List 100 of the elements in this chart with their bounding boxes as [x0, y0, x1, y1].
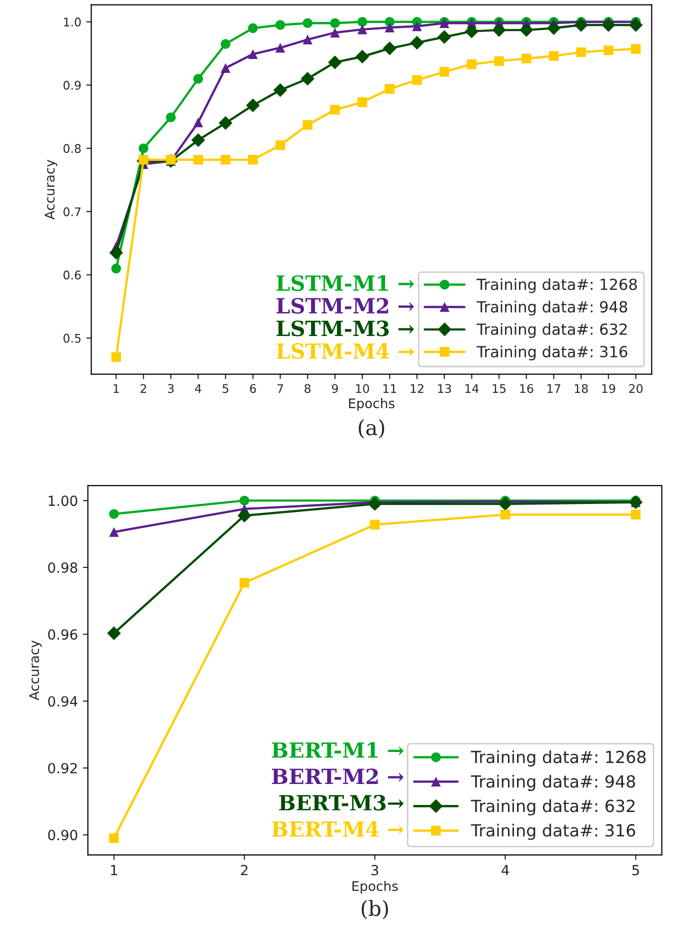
y-tick-label: 0.92: [48, 762, 77, 774]
point: [275, 20, 286, 30]
point: [248, 49, 258, 59]
x-axis-title: Epochs: [352, 880, 398, 894]
point: [191, 133, 206, 147]
x-tick-label: 5: [222, 384, 228, 393]
point: [302, 120, 312, 130]
legend-label: Training data#: 948: [470, 774, 636, 791]
annotation: BERT-M3→: [279, 794, 404, 811]
point: [248, 23, 258, 34]
y-tick-label: 0.90: [48, 830, 78, 840]
point: [218, 116, 232, 130]
y-tick-label: 0.98: [48, 562, 78, 573]
point: [466, 59, 477, 70]
y-tick-label: 0.96: [48, 629, 78, 640]
point: [111, 264, 122, 274]
point: [138, 143, 148, 154]
annotation: BERT-M1 →: [272, 742, 404, 758]
annotation: LSTM-M1 →: [276, 275, 414, 292]
point: [357, 97, 368, 108]
y-tick-label: 0.8: [64, 144, 81, 153]
x-tick-label: 14: [465, 384, 479, 393]
point: [357, 24, 368, 34]
point: [328, 55, 342, 70]
annotation: BERT-M2 →: [272, 768, 404, 784]
point: [302, 18, 312, 28]
x-tick-label: 12: [410, 384, 424, 393]
x-tick-label: 2: [140, 384, 146, 393]
x-tick-label: 4: [195, 384, 202, 393]
point: [275, 42, 286, 53]
point: [330, 28, 340, 38]
point: [275, 140, 286, 150]
annotation: LSTM-M3 →: [276, 320, 414, 336]
point: [109, 527, 119, 537]
point: [220, 63, 230, 73]
point: [273, 83, 288, 98]
point: [500, 510, 510, 520]
x-tick-label: 5: [632, 865, 639, 876]
point: [630, 510, 641, 520]
point: [302, 34, 312, 44]
text: (b): [362, 900, 388, 920]
point: [111, 352, 122, 362]
point: [330, 104, 340, 115]
x-tick-label: 10: [356, 384, 370, 393]
x-tick-label: 7: [277, 384, 283, 393]
y-tick-label: 1.0: [64, 18, 81, 26]
x-tick-label: 20: [629, 384, 643, 393]
x-tick-label: 4: [502, 865, 509, 876]
point: [166, 112, 176, 122]
point: [193, 74, 204, 84]
point: [370, 520, 380, 530]
x-tick-label: 13: [438, 384, 451, 393]
legend-label: Training data#: 632: [470, 799, 635, 816]
point: [492, 23, 506, 37]
point: [412, 21, 422, 32]
x-tick-label: 3: [168, 384, 174, 393]
x-tick-label: 9: [332, 384, 338, 393]
point: [109, 246, 124, 260]
legend-label: Training data#: 1268: [476, 278, 637, 294]
legend-label: Training data#: 1268: [470, 750, 646, 767]
point: [248, 154, 258, 165]
point: [574, 18, 588, 32]
text: (a): [358, 419, 384, 438]
point: [548, 51, 559, 61]
point: [630, 44, 641, 54]
point: [520, 23, 534, 37]
point: [498, 497, 512, 511]
point: [300, 72, 314, 86]
y-tick-label: 0.6: [64, 270, 81, 280]
point: [464, 24, 479, 38]
y-axis-title: Accuracy: [44, 160, 58, 220]
point: [238, 508, 252, 522]
point: [193, 118, 204, 128]
point: [368, 497, 382, 511]
x-axis-title: Epochs: [349, 398, 394, 411]
point: [109, 833, 119, 844]
x-tick-label: 8: [304, 384, 311, 393]
x-tick-label: 15: [492, 384, 506, 393]
point: [628, 18, 643, 32]
legend-label: Training data#: 316: [470, 824, 636, 840]
point: [107, 626, 121, 640]
y-tick-label: 0.7: [64, 207, 81, 216]
x-tick-label: 2: [241, 864, 248, 876]
point: [410, 36, 424, 50]
annotation: LSTM-M2 →: [276, 298, 414, 314]
y-tick-label: 0.9: [64, 80, 81, 90]
point: [439, 66, 450, 77]
point: [384, 84, 395, 94]
y-tick-label: 0.5: [64, 334, 81, 343]
annotation: LSTM-M4 →: [276, 343, 414, 359]
point: [576, 47, 586, 58]
point: [546, 21, 561, 36]
point: [220, 154, 230, 165]
point: [437, 30, 452, 44]
point: [220, 39, 230, 49]
x-tick-label: 1: [111, 865, 118, 876]
point: [494, 56, 504, 66]
point: [604, 45, 614, 56]
point: [355, 50, 370, 64]
point: [109, 509, 119, 519]
